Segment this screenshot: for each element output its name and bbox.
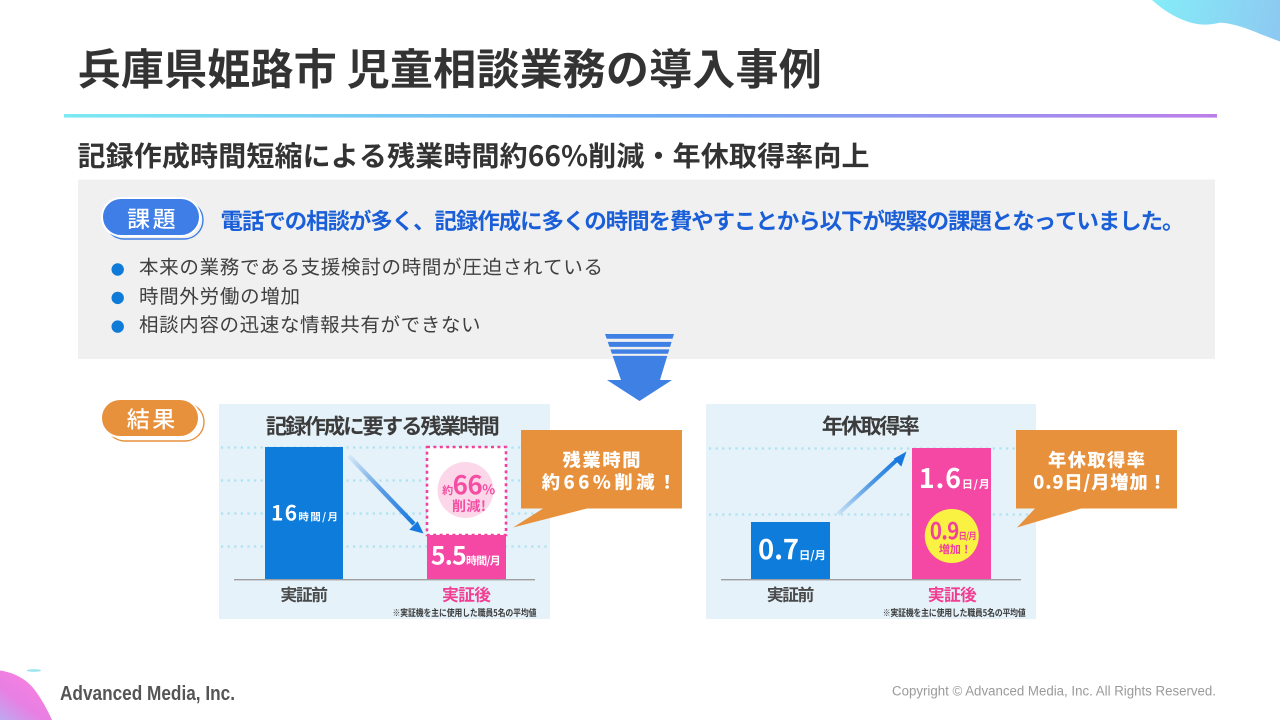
svg-text:Advanced Media, Inc.: Advanced Media, Inc. xyxy=(60,683,235,705)
svg-text:Copyright © Advanced Media, In: Copyright © Advanced Media, Inc. All Rig… xyxy=(892,684,1216,699)
